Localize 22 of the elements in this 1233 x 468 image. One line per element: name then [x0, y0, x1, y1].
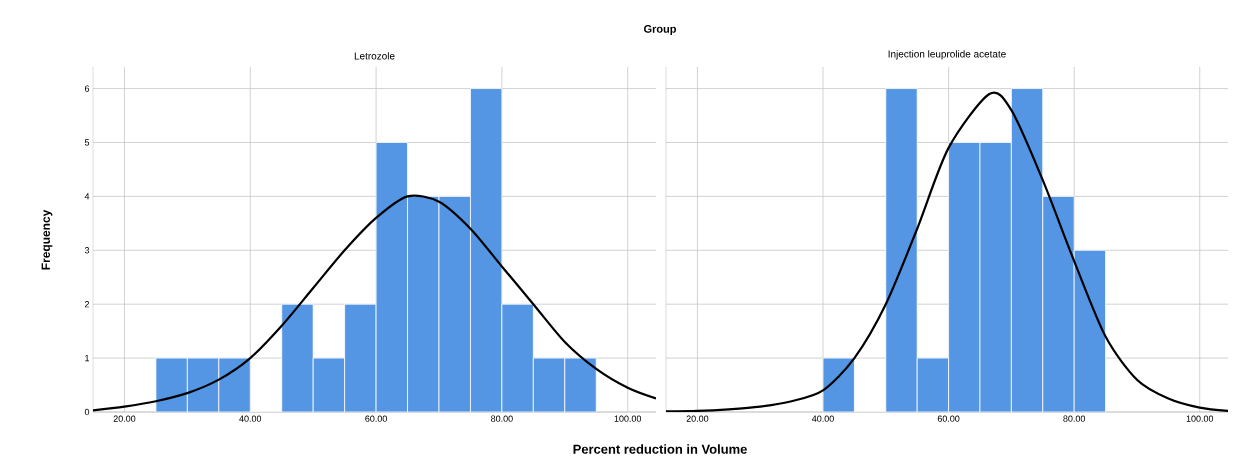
x-axis-title: Percent reduction in Volume — [573, 444, 747, 454]
y-tick-label: 4 — [84, 193, 90, 200]
y-tick-label: 5 — [84, 139, 90, 146]
x-tick-label: 100.00 — [1186, 415, 1214, 422]
x-tick-label: 80.00 — [1063, 415, 1086, 422]
x-tick-label: 20.00 — [113, 415, 136, 422]
chart-title: Letrozole — [354, 52, 395, 60]
y-tick-label: 3 — [84, 247, 90, 254]
y-tick-label: 1 — [85, 355, 90, 362]
x-tick-label: 20.00 — [686, 415, 709, 422]
chart-title: Injection leuprolide acetate — [888, 50, 1006, 60]
x-tick-label: 60.00 — [365, 415, 387, 422]
text: Group — [644, 25, 676, 35]
x-tick-label: 40.00 — [239, 415, 262, 422]
x-tick-label: 80.00 — [491, 415, 513, 422]
y-tick-label: 0 — [84, 408, 90, 416]
x-tick-label: 60.00 — [937, 415, 960, 422]
x-tick-label: 40.00 — [811, 415, 834, 422]
x-tick-label: 100.00 — [614, 415, 642, 422]
y-axis-title: Frequency — [41, 209, 53, 270]
y-tick-label: 6 — [84, 85, 90, 92]
y-tick-label: 2 — [84, 301, 90, 308]
